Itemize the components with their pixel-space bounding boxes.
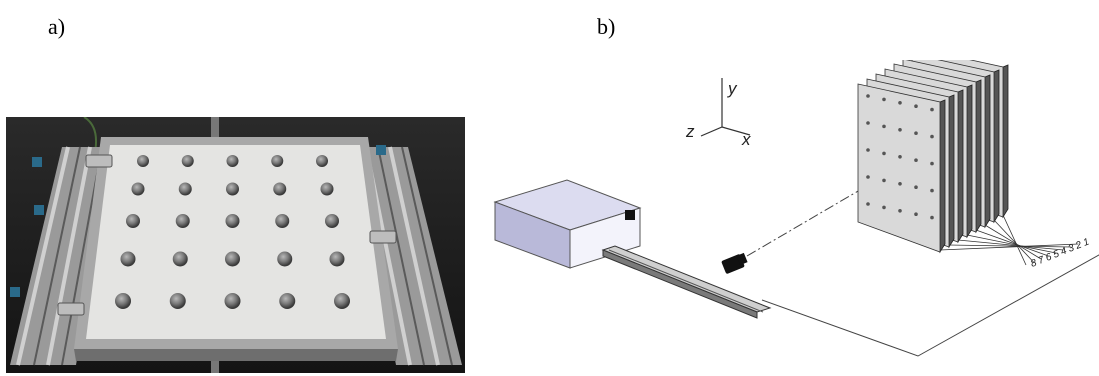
grid-marker (866, 175, 870, 179)
ball-marker (316, 155, 328, 167)
grid-marker (930, 161, 934, 166)
ball-marker (137, 155, 149, 167)
ball-marker (273, 182, 287, 196)
grid-marker (866, 148, 870, 152)
projector-box (493, 179, 642, 269)
grid-marker (914, 131, 918, 135)
ball-marker (334, 293, 350, 309)
grid-marker (898, 101, 902, 105)
grid-marker (898, 209, 902, 213)
plate-leader-line (948, 244, 1072, 248)
ball-marker (169, 293, 186, 309)
grid-marker (866, 121, 870, 125)
grid-marker (930, 188, 934, 193)
ball-grid (115, 155, 350, 309)
z-axis-label: z (685, 122, 695, 141)
linear-rail (601, 245, 772, 319)
plate-leader-line (993, 219, 1034, 263)
ball-marker (115, 293, 131, 309)
grid-marker (914, 212, 918, 216)
mount-knob-icon (10, 287, 20, 297)
x-axis-line (721, 126, 751, 136)
ball-marker (226, 182, 239, 196)
ball-marker (275, 214, 290, 228)
ball-marker (329, 251, 345, 267)
grid-marker (898, 155, 902, 159)
camera-icon (721, 252, 748, 274)
grid-marker (882, 178, 886, 183)
grid-marker (914, 185, 918, 189)
ball-marker (224, 293, 241, 309)
lens-icon (625, 210, 635, 220)
plate-leader-line (984, 224, 1042, 260)
plate-leader-line (975, 229, 1049, 257)
x-axis-label: x (741, 130, 751, 149)
mount-knob-icon (376, 145, 386, 155)
ball-marker (225, 251, 240, 267)
grid-marker (882, 124, 886, 129)
grid-marker (882, 97, 886, 102)
ball-marker (325, 214, 339, 228)
grid-marker (866, 94, 870, 98)
ball-marker (226, 155, 239, 167)
plate-number-label: 3 (1067, 242, 1076, 254)
plate-leader-line (957, 239, 1064, 251)
box-side (569, 207, 641, 269)
ball-marker (172, 251, 188, 267)
panel-a-label: a) (48, 14, 66, 39)
grid-marker (898, 128, 902, 132)
right-rails (356, 146, 462, 366)
floor-outline (761, 254, 1099, 357)
ball-marker (279, 293, 296, 309)
clamp-icon (369, 230, 397, 244)
ball-marker (178, 182, 192, 196)
plate-number-label: 6 (1044, 251, 1053, 263)
ball-marker (277, 251, 293, 267)
clamp-icon (57, 302, 85, 316)
support-rod-top (211, 117, 219, 137)
grid-marker (866, 202, 870, 206)
calibration-plate (857, 83, 946, 254)
mount-knob-icon (32, 157, 42, 167)
calibration-board-photo (6, 117, 465, 373)
ball-marker (126, 214, 140, 228)
y-axis-label: y (727, 79, 738, 98)
plate-leader-line (1002, 214, 1027, 266)
grid-marker (930, 134, 934, 139)
calibration-plates (857, 60, 1009, 254)
grid-marker (898, 182, 902, 186)
ball-marker (271, 155, 284, 167)
board-frame-edge (74, 349, 398, 361)
plate-number-label: 1 (1082, 237, 1091, 249)
plate-number-label: 2 (1073, 239, 1083, 252)
ball-marker (225, 214, 240, 228)
plate-number-label: 5 (1052, 248, 1061, 260)
grid-marker (930, 215, 934, 220)
grid-marker (930, 107, 934, 112)
plate-leader-line (966, 234, 1057, 254)
ball-marker (181, 155, 194, 167)
ball-marker (131, 182, 145, 196)
z-axis-line (700, 126, 723, 137)
plate-number-label: 7 (1037, 254, 1046, 266)
mount-knob-icon (34, 205, 44, 215)
ball-marker (320, 182, 334, 196)
grid-marker (882, 151, 886, 156)
plate-number-label: 8 (1029, 257, 1038, 269)
grid-marker (914, 158, 918, 162)
coordinate-axes: y z x (685, 78, 751, 149)
panel-b-label: b) (597, 14, 616, 39)
plate-leader-line (939, 243, 1079, 251)
ball-marker (120, 251, 136, 267)
support-rod-bottom (211, 357, 219, 373)
clamp-icon (85, 154, 113, 168)
ball-marker (175, 214, 190, 228)
plate-number-label: 4 (1059, 245, 1068, 257)
grid-marker (882, 205, 886, 210)
grid-marker (914, 104, 918, 108)
board-surface (86, 145, 386, 339)
